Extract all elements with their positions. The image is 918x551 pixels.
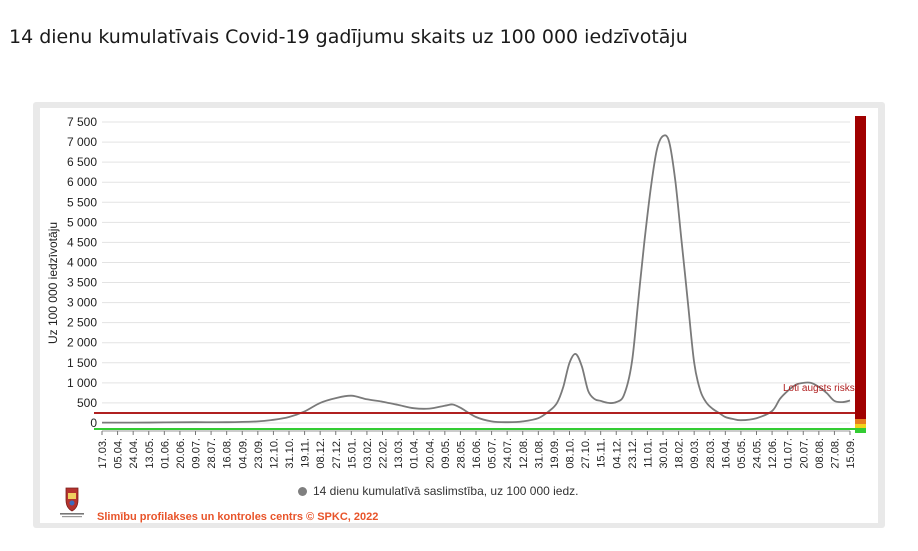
series-line: [101, 134, 851, 424]
y-tick-label: 6 500: [67, 155, 97, 169]
x-tick-label: 08.12.: [315, 438, 327, 469]
x-tick-label: 08.10.: [565, 438, 577, 469]
x-tick-label: 15.11.: [596, 438, 608, 468]
x-tick-label: 17.03.: [97, 438, 109, 469]
x-tick-label: 28.05.: [455, 438, 467, 469]
x-tick-label: 11.01.: [642, 438, 654, 468]
x-tick-labels: 17.03. 05.04. 24.04. 13.05. 01.06. 20.06. 09.0…: [97, 430, 857, 469]
risk-annotation-label: Loti augsts risks: [783, 383, 855, 394]
y-tick-label: 2 500: [67, 316, 97, 330]
x-tick-label: 19.09.: [549, 438, 561, 469]
y-tick-label: 3 500: [67, 276, 97, 290]
y-axis-label: Uz 100 000 iedzīvotāju: [46, 222, 60, 344]
x-tick-label: 15.01.: [346, 438, 358, 469]
x-tick-label: 04.12.: [611, 438, 623, 469]
x-tick-label: 22.02.: [378, 438, 390, 469]
legend-marker-icon: [298, 486, 307, 496]
y-tick-label: 5 500: [67, 195, 97, 209]
y-tick-label: 1 500: [67, 356, 97, 370]
x-tick-label: 09.07.: [191, 438, 203, 469]
credit-text: Slimību profilakses un kontroles centrs …: [97, 511, 379, 523]
x-tick-label: 12.06.: [767, 438, 779, 469]
x-tick-label: 04.09.: [237, 438, 249, 469]
x-tick-label: 01.04.: [409, 438, 421, 469]
high-risk-band: [855, 419, 866, 424]
y-tick-label: 2 000: [67, 336, 97, 350]
x-tick-label: 24.04.: [128, 438, 140, 469]
x-tick-label: 12.10.: [268, 438, 280, 469]
x-tick-label: 24.07.: [502, 438, 514, 469]
x-tick-label: 20.04.: [424, 438, 436, 469]
x-tick-label: 31.10.: [284, 438, 296, 469]
x-tick-label: 27.08.: [829, 438, 841, 469]
y-tick-label: 7 000: [67, 135, 97, 149]
x-tick-label: 23.12.: [627, 438, 639, 469]
x-tick-label: 31.08.: [533, 438, 545, 469]
chart-panel: [40, 108, 878, 523]
x-tick-label: 30.01.: [658, 438, 670, 469]
x-tick-label: 01.07.: [783, 438, 795, 469]
x-tick-label: 13.05.: [144, 438, 156, 469]
page-title: 14 dienu kumulatīvais Covid-19 gadījumu …: [9, 26, 688, 48]
x-tick-label: 20.06.: [175, 438, 187, 469]
x-tick-label: 12.08.: [518, 438, 530, 469]
x-tick-label: 27.10.: [580, 438, 592, 469]
very-high-risk-band: [855, 116, 866, 419]
legend-label: 14 dienu kumulatīvā saslimstība, uz 100 …: [313, 484, 579, 498]
x-tick-label: 18.02.: [674, 438, 686, 469]
x-tick-label: 23.09.: [253, 438, 265, 469]
x-tick-label: 19.11.: [300, 438, 312, 468]
y-tick-label: 3 000: [67, 296, 97, 310]
x-tick-label: 05.07.: [487, 438, 499, 469]
spkc-logo-icon: [60, 487, 84, 518]
x-tick-label: 20.07.: [798, 438, 810, 469]
medium-risk-band: [855, 424, 866, 428]
x-tick-label: 09.03.: [689, 438, 701, 469]
x-tick-label: 13.03.: [393, 438, 405, 469]
x-tick-label: 16.04.: [720, 438, 732, 469]
legend[interactable]: 14 dienu kumulatīvā saslimstība, uz 100 …: [298, 484, 579, 498]
y-tick-label: 1 000: [67, 376, 97, 390]
x-tick-label: 03.02.: [362, 438, 374, 469]
x-tick-label: 28.07.: [206, 438, 218, 469]
y-tick-labels: 0 500 1 000 1 500 2 000 2 500 3 000 3 500 4 000 4…: [67, 115, 97, 430]
x-tick-label: 01.06.: [159, 438, 171, 469]
x-tick-label: 16.06.: [471, 438, 483, 469]
annotations: Loti augsts risks: [94, 116, 866, 433]
x-tick-label: 24.05.: [752, 438, 764, 469]
x-tick-label: 05.05.: [736, 438, 748, 469]
y-tick-label: 4 500: [67, 235, 97, 249]
x-tick-label: 28.03.: [705, 438, 717, 469]
x-tick-label: 16.08.: [222, 438, 234, 469]
x-tick-label: 05.04.: [113, 438, 125, 469]
x-tick-label: 08.08.: [814, 438, 826, 469]
x-tick-label: 15.09.: [845, 438, 857, 469]
y-tick-label: 4 000: [67, 255, 97, 269]
x-tick-label: 27.12.: [331, 438, 343, 469]
x-tick-label: 09.05.: [440, 438, 452, 469]
y-tick-label: 500: [77, 396, 97, 410]
low-risk-band: [855, 428, 866, 433]
y-tick-label: 5 000: [67, 215, 97, 229]
grid-lines: [102, 121, 850, 424]
y-tick-label: 0: [90, 416, 97, 430]
y-tick-label: 7 500: [67, 115, 97, 129]
series-lines: [101, 134, 851, 424]
y-tick-label: 6 000: [67, 175, 97, 189]
